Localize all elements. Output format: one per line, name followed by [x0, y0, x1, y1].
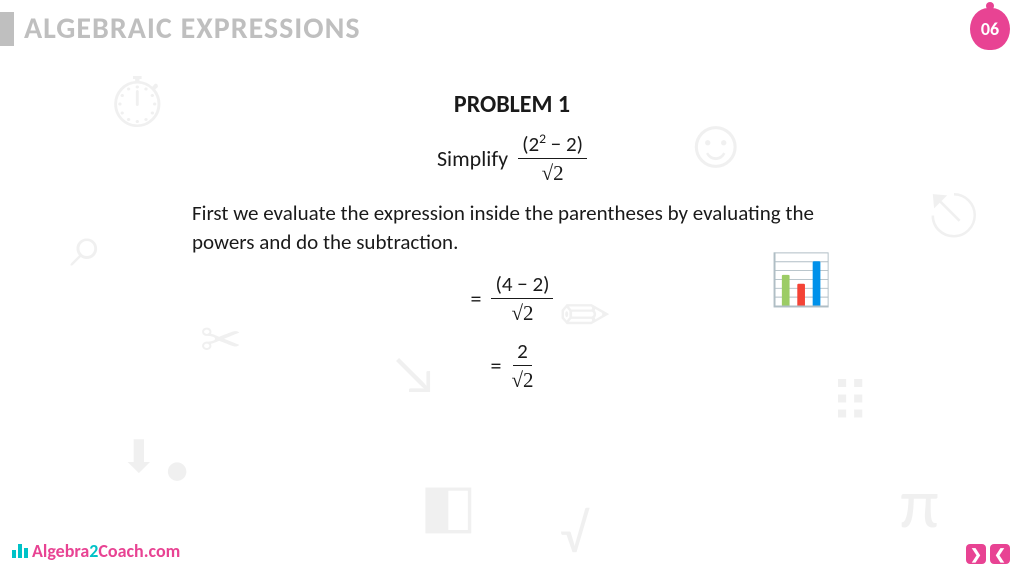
step2-fraction: 2 √2 — [511, 339, 533, 392]
content-area: PROBLEM 1 Simplify (22 − 2) √2 First we … — [0, 90, 1024, 407]
fraction-denominator: √2 — [511, 299, 533, 325]
step1-fraction: (4 − 2) √2 — [491, 272, 553, 325]
brand-bars-icon — [12, 544, 28, 558]
fraction-numerator: (22 − 2) — [518, 131, 587, 159]
brand-text-2: 2 — [89, 540, 98, 562]
problem-heading: PROBLEM 1 — [454, 90, 570, 119]
equals-sign: = — [471, 285, 482, 312]
brand-text-1: Algebra — [32, 540, 89, 562]
fraction-denominator: √2 — [542, 159, 564, 185]
given-expression: Simplify (22 − 2) √2 — [437, 131, 587, 185]
equals-sign: = — [491, 352, 502, 379]
given-fraction: (22 − 2) √2 — [518, 131, 587, 185]
next-button[interactable]: ❯ — [966, 544, 986, 564]
chevron-right-icon: ❯ — [970, 546, 982, 563]
fraction-numerator: 2 — [513, 339, 532, 366]
fraction-denominator: √2 — [511, 366, 533, 392]
page-title: ALGEBRAIC EXPRESSIONS — [24, 10, 361, 47]
prev-button[interactable]: ❮ — [990, 544, 1010, 564]
chevron-left-icon: ❮ — [994, 546, 1006, 563]
brand-text-3: Coach.com — [98, 540, 180, 562]
slide-number-badge: 06 — [970, 8, 1010, 50]
header-strip — [0, 12, 14, 46]
explanation-text: First we evaluate the expression inside … — [192, 199, 832, 256]
watermark-icon: ◧ — [420, 470, 477, 543]
nav-arrows: ❯ ❮ — [966, 544, 1010, 564]
step-1: = (4 − 2) √2 — [471, 272, 554, 325]
slide-number: 06 — [981, 18, 999, 40]
footer-brand: Algebra2Coach.com — [12, 540, 180, 562]
watermark-icon: √ — [560, 500, 587, 567]
step-2: = 2 √2 — [491, 339, 534, 392]
simplify-label: Simplify — [437, 145, 508, 172]
watermark-icon: π — [900, 460, 939, 546]
watermark-icon: ● — [165, 445, 189, 494]
fraction-numerator: (4 − 2) — [491, 272, 553, 299]
watermark-icon: ⬇ — [120, 430, 158, 485]
